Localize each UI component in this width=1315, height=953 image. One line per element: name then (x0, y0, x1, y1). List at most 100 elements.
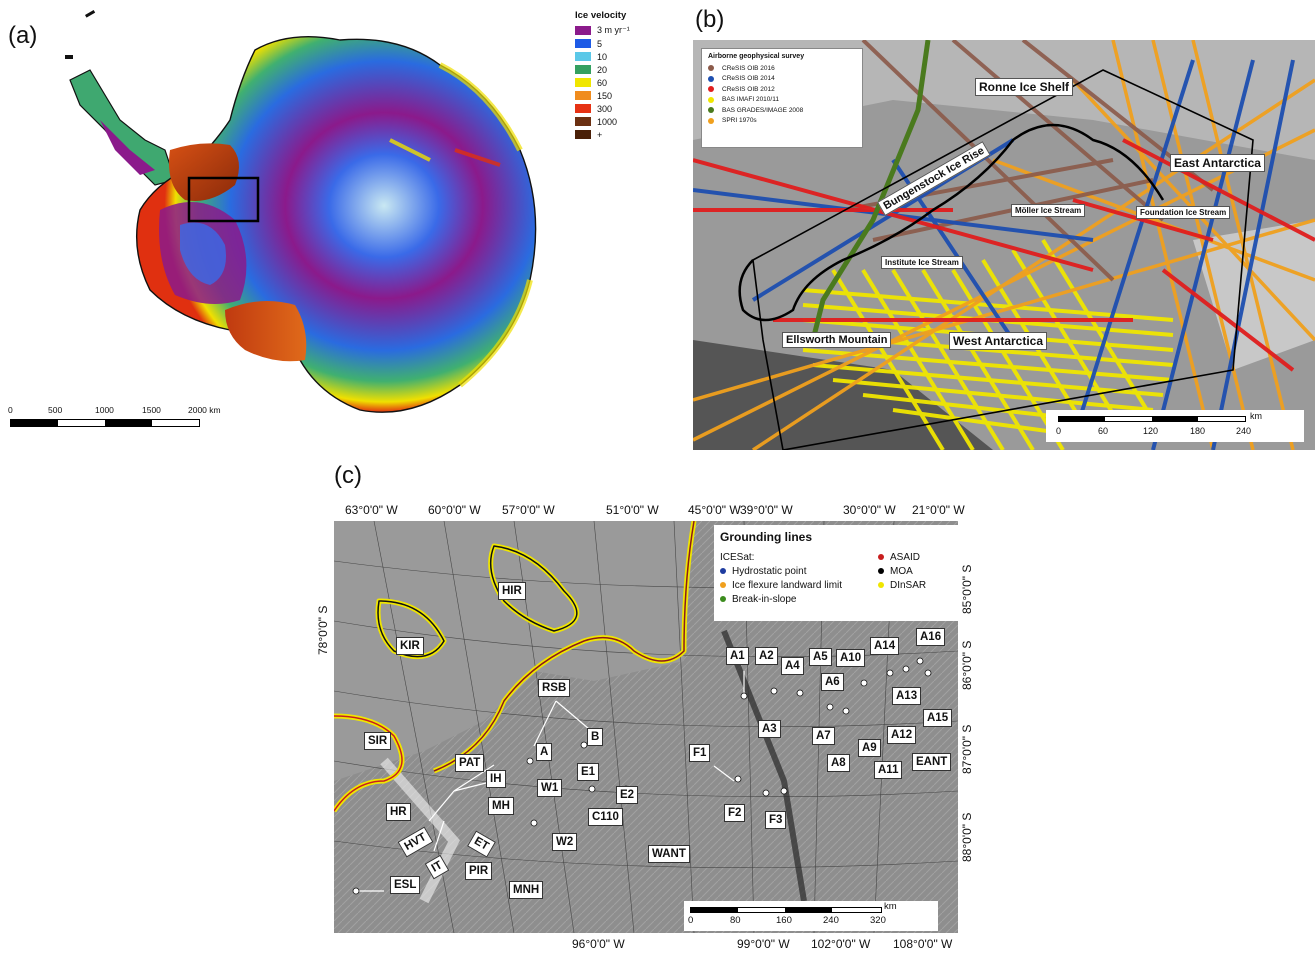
legend-label: 60 (597, 77, 608, 88)
map-label: C110 (588, 808, 623, 826)
scale-unit: km (884, 901, 897, 912)
scale-tick: 240 (1236, 426, 1252, 436)
scale-tick: 500 (48, 405, 63, 415)
legend-label: CReSIS OIB 2016 (722, 64, 775, 72)
legend-label: 3 m yr⁻¹ (597, 25, 630, 35)
legend-item: MOA (878, 565, 926, 579)
bottom-axis-label: 108°0'0" W (893, 937, 953, 951)
map-label: A5 (809, 648, 832, 666)
map-label: MNH (509, 881, 544, 899)
map-label: PIR (465, 862, 493, 880)
map-label: KIR (396, 637, 424, 655)
legend-item: 10 (575, 50, 665, 63)
scale-tick: 1000 (95, 405, 114, 415)
map-label: WANT (648, 845, 690, 863)
map-label: SIR (364, 732, 392, 750)
icesat-heading: ICESat: (720, 552, 755, 563)
map-label: E1 (577, 763, 600, 781)
scale-tick: 0 (688, 915, 694, 926)
map-label: F3 (765, 811, 787, 829)
legend-label: + (597, 129, 603, 140)
label-east-antarctica: East Antarctica (1170, 154, 1265, 172)
scale-tick: 0 (8, 405, 13, 415)
top-axis-label: 63°0'0" W (345, 503, 398, 517)
legend-item: Ice flexure landward limit (720, 579, 842, 593)
legend-label: Break-in-slope (732, 594, 797, 605)
right-axis-label: 87°0'0" S (960, 724, 974, 774)
scale-tick: 80 (730, 915, 741, 926)
map-label: E2 (616, 786, 639, 804)
panel-c-letter: (c) (334, 462, 362, 489)
scale-bar-b: km 0 60 120 180 240 (1046, 410, 1304, 442)
map-label: A14 (870, 637, 900, 655)
top-axis-label: 30°0'0" W (843, 503, 896, 517)
legend-label: 300 (597, 103, 613, 114)
legend-label: CReSIS OIB 2012 (722, 85, 775, 93)
legend-label: 10 (597, 51, 608, 62)
map-label: F2 (724, 804, 746, 822)
survey-legend-title: Airborne geophysical survey (708, 53, 805, 60)
scale-tick: 180 (1190, 426, 1206, 436)
scale-tick: 160 (776, 915, 792, 926)
top-axis-label: 60°0'0" W (428, 503, 481, 517)
label-institute-ice-stream: Institute Ice Stream (881, 256, 963, 269)
map-label: B (587, 728, 604, 746)
legend-item: 1000 (575, 115, 665, 128)
legend-item: 60 (575, 76, 665, 89)
top-axis-label: 21°0'0" W (912, 503, 965, 517)
legend-item: 150 (575, 89, 665, 102)
top-axis-label: 45°0'0" W (688, 503, 741, 517)
legend-label: 1000 (597, 116, 618, 127)
legend-item: + (575, 128, 665, 141)
map-label: A8 (827, 754, 850, 772)
survey-lines-map (693, 40, 1315, 450)
legend-item: SPRI 1970s (708, 116, 856, 127)
scale-tick: 1500 (142, 405, 161, 415)
right-axis-label: 86°0'0" S (960, 640, 974, 690)
map-label: A12 (887, 726, 917, 744)
top-axis-label: 39°0'0" W (740, 503, 793, 517)
legend-label: 5 (597, 38, 603, 49)
map-label: PAT (455, 754, 485, 772)
scale-unit: km (1250, 411, 1262, 421)
scale-bar-a: 0 500 1000 1500 2000 km (8, 405, 221, 435)
map-label: A3 (758, 720, 781, 738)
legend-item: 20 (575, 63, 665, 76)
map-label: A16 (916, 628, 946, 646)
legend-item: DInSAR (878, 579, 926, 593)
label-foundation-ice-stream: Foundation Ice Stream (1136, 206, 1231, 219)
legend-label: MOA (890, 566, 913, 577)
scale-tick: 120 (1143, 426, 1159, 436)
legend-label: ASAID (890, 552, 921, 563)
map-label: ESL (390, 876, 421, 894)
map-label: W1 (537, 779, 563, 797)
legend-item: BAS GRADES/IMAGE 2008 (708, 105, 856, 116)
legend-label: Ice flexure landward limit (732, 580, 843, 591)
map-label: A13 (892, 687, 922, 705)
legend-item: 300 (575, 102, 665, 115)
legend-item: ASAID (878, 551, 926, 565)
legend-item: Break-in-slope (720, 593, 842, 607)
map-label: EANT (912, 753, 952, 771)
legend-label: Hydrostatic point (732, 566, 807, 577)
label-ronne-ice-shelf: Ronne Ice Shelf (975, 78, 1074, 96)
legend-label: BAS GRADES/IMAGE 2008 (722, 106, 804, 114)
map-label: A6 (821, 673, 844, 691)
top-axis-label: 51°0'0" W (606, 503, 659, 517)
scale-tick: 320 (870, 915, 886, 926)
map-label: RSB (538, 679, 571, 697)
map-label: A11 (874, 761, 903, 779)
legend-item: CReSIS OIB 2016 (708, 63, 856, 74)
legend-label: CReSIS OIB 2014 (722, 75, 775, 83)
map-label: W2 (552, 833, 578, 851)
velocity-legend: Ice velocity 3 m yr⁻¹ 5 10 20 60 150 300… (575, 10, 665, 141)
legend-label: 20 (597, 64, 608, 75)
legend-item: CReSIS OIB 2014 (708, 74, 856, 85)
map-label: MH (488, 797, 514, 815)
map-label: A7 (812, 727, 835, 745)
right-axis-label: 85°0'0" S (960, 564, 974, 614)
survey-legend: Airborne geophysical survey CReSIS OIB 2… (701, 48, 863, 148)
map-label: A1 (726, 647, 749, 665)
top-axis-label: 57°0'0" W (502, 503, 555, 517)
velocity-legend-title: Ice velocity (575, 10, 627, 21)
